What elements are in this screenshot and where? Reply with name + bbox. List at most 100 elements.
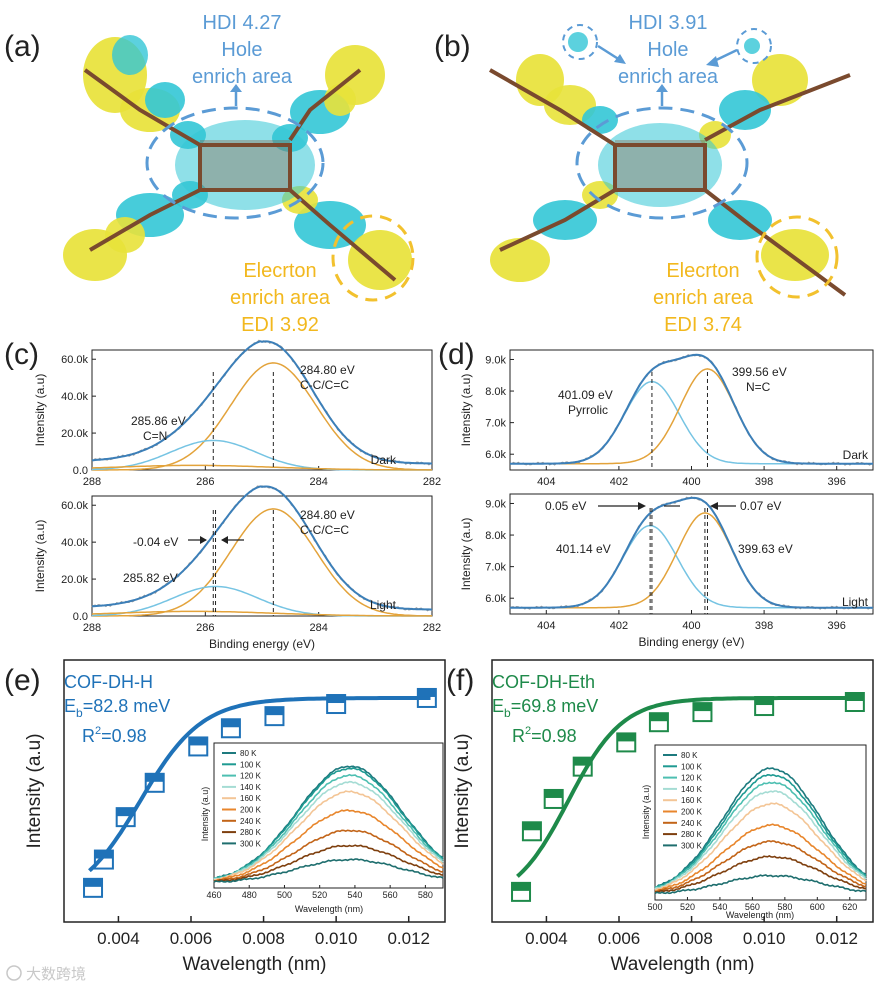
f-plot-xtick-label: 0.008 [670,929,713,948]
f-r2: R2=0.98 [512,725,577,746]
c-light-main: 284.80 eV [300,508,355,522]
e-plot-legend-label: 100 K [240,760,262,769]
f-plot-ylabel: Intensity (a.u) [452,733,473,848]
e-plot-inset-xtick-label: 520 [312,890,327,900]
hole-a-line2: enrich area [192,66,293,88]
f-plot-data-point-fill [693,703,712,712]
hole-small-left [562,24,598,60]
d-dark-nc: 399.56 eV [732,365,787,379]
e-plot-legend-label: 300 K [240,839,262,848]
c-plot-xtick-label: 288 [83,476,101,488]
c-plot-raw-data [91,339,433,466]
e-plot-frame [63,659,446,923]
c-plot-ytick-label: 40.0k [61,537,88,549]
e-plot-data-point-fill [84,878,103,887]
electron-region-outline [331,214,415,302]
elec-b-line1: Elecrton [666,260,739,282]
elec-a-line1: Elecrton [243,260,316,282]
f-plot-xtick-label: 0.010 [743,929,786,948]
d-plot-fit-envelope [510,353,873,465]
f-plot-inset-xtick-label: 560 [745,902,760,912]
c-plot-fit-envelope [91,485,432,611]
c-plot-component-minor [91,610,432,617]
e-r2: R2=0.98 [82,725,147,746]
e-plot-data-point-fill [94,850,113,859]
c-light-shift: -0.04 eV [133,535,178,549]
e-plot-inset-series-120K [213,773,444,880]
f-plot-data-point-fill [512,882,531,891]
f-plot-data-point-fill [544,789,563,798]
f-plot-fit-curve [516,696,859,878]
c-dark-main: 284.80 eV [300,363,355,377]
f-plot-data-point-fill [755,697,774,706]
d-plot-xtick-label: 396 [828,620,846,632]
e-plot: 0.004 0.006 0.008 0.010 0.012 Wavelength (nm)… [24,659,446,975]
d-plot-ylabel: Intensity (a.u) [459,518,473,591]
f-plot-data-point-fill [617,733,636,742]
e-plot-legend-label: 140 K [240,783,262,792]
c-plot-xlabel: Binding energy (eV) [209,637,315,651]
f-plot-legend-label: 200 K [681,808,703,817]
hole-a-line1: Hole [221,39,262,61]
panel-f-label: (f) [446,664,474,697]
elec-a-line2: enrich area [230,287,331,309]
d-plot-ytick-label: 8.0k [485,530,506,542]
e-plot-data-point-fill [189,737,208,746]
f-plot-inset-series-280K [654,855,866,893]
e-plot-legend-label: 280 K [240,828,262,837]
c-dark-tag: Dark [371,453,397,467]
e-plot-xlabel: Wavelength (nm) [183,954,327,975]
c-plot-component-C-C/C=C [92,508,432,617]
f-plot-legend-label: 160 K [681,796,703,805]
d-plot-component-N=C [510,368,873,465]
d-plot-xlabel: Binding energy (eV) [638,635,744,649]
d-plot-ytick-label: 7.0k [485,562,506,574]
d-light-nc: 399.63 eV [738,542,793,556]
panel-b-label: (b) [434,30,471,63]
c-plot-ytick-label: 60.0k [61,500,88,512]
e-plot-inset-series-280K [213,844,444,883]
d-shift-arrow-head-right [710,502,718,510]
d-plot-ytick-label: 6.0k [485,593,506,605]
f-plot-inset-xtick-label: 500 [647,902,662,912]
c-plot-frame-1 [91,495,433,617]
panel-c-label: (c) [4,338,39,371]
d-plot-ytick-label: 7.0k [485,418,506,430]
d-light-tag: Light [842,595,869,609]
watermark-text: 大数跨境 [26,965,86,983]
edi-b: EDI 3.74 [664,314,742,336]
d-plot-component-Pyrrolic [510,524,873,609]
e-plot-data-point-fill [221,719,240,728]
f-inset-xlabel: Wavelength (nm) [726,910,794,920]
electron-region-outline-b [755,215,839,299]
f-plot-inset-xtick-label: 600 [810,902,825,912]
c-plot-ytick-label: 0.0 [73,465,88,477]
d-plot-ytick-label: 9.0k [485,354,506,366]
panel-d: (d) 6.0k 7.0k 8.0k 9.0k 404 402 400 398 396 6.0k 7… [438,338,874,649]
c-plot-xtick-label: 288 [83,622,101,634]
c-dark-cn-sub: C=N [143,429,167,443]
f-plot-legend-label: 280 K [681,830,703,839]
d-plot-xtick-label: 398 [755,620,773,632]
e-plot-data-point-fill [327,695,346,704]
molecule-a-image [63,35,412,290]
d-plot-xtick-label: 404 [537,620,555,632]
hole-small-right [736,28,772,64]
c-shift-arrow-head-right [221,536,228,544]
d-shift-right: 0.07 eV [740,499,781,513]
watermark: 大数跨境 [6,965,86,983]
e-plot-legend-label: 200 K [240,806,262,815]
f-plot-inset-series-120K [654,781,867,889]
c-plot-xtick-label: 284 [309,622,327,634]
panel-f: (f) 0.004 0.006 0.008 0.010 0.012 Wavelength … [446,659,874,975]
f-plot-xtick-label: 0.006 [598,929,641,948]
hdi-a: HDI 4.27 [203,12,282,34]
d-plot-ytick-label: 6.0k [485,449,506,461]
d-plot-raw-data [509,353,874,466]
f-plot-inset-series-80K [654,767,867,889]
c-plot: 0.0 20.0k 40.0k 60.0k 288 286 284 282 0.0 20.0k 40… [33,339,441,651]
panel-b: (b) HDI 3.91 [434,12,851,336]
d-plot-xtick-label: 400 [682,476,700,488]
c-light-cn: 285.82 eV [123,571,178,585]
f-plot-inset-series-160K [654,802,867,891]
